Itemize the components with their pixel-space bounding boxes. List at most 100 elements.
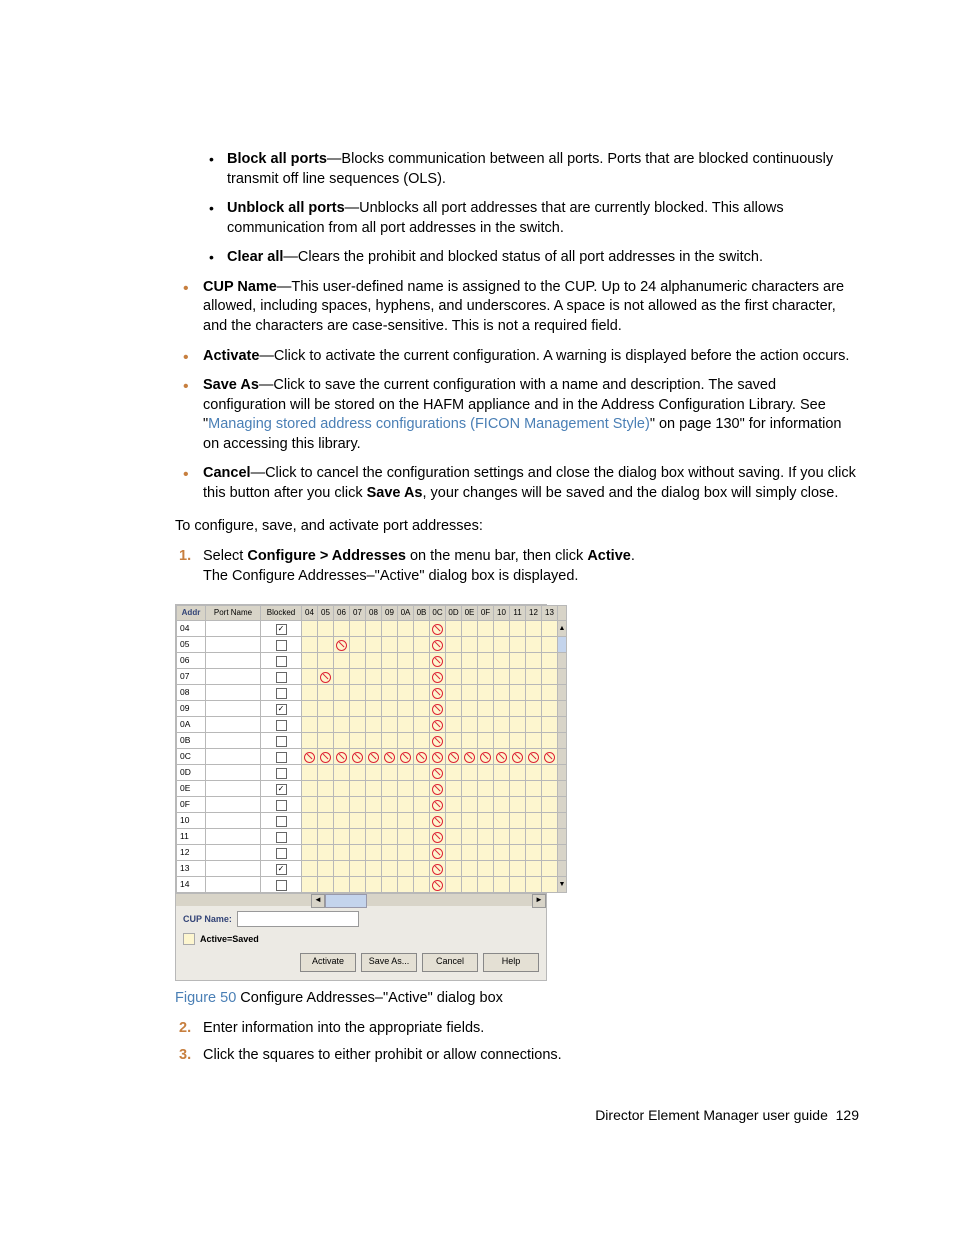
port-cell[interactable] (542, 685, 558, 701)
port-cell[interactable] (510, 637, 526, 653)
port-cell[interactable] (462, 781, 478, 797)
port-cell[interactable] (382, 637, 398, 653)
port-cell[interactable] (366, 861, 382, 877)
port-cell[interactable] (542, 669, 558, 685)
port-cell[interactable] (526, 813, 542, 829)
port-cell[interactable] (446, 861, 462, 877)
port-cell[interactable] (318, 685, 334, 701)
port-cell[interactable] (526, 749, 542, 765)
port-cell[interactable] (510, 877, 526, 893)
port-cell[interactable] (382, 685, 398, 701)
port-cell[interactable] (398, 717, 414, 733)
port-cell[interactable] (542, 813, 558, 829)
port-cell[interactable] (462, 701, 478, 717)
port-cell[interactable] (494, 701, 510, 717)
port-cell[interactable] (398, 861, 414, 877)
blocked-cell[interactable] (261, 733, 302, 749)
port-name-cell[interactable] (206, 877, 261, 893)
port-cell[interactable] (446, 637, 462, 653)
port-cell[interactable] (334, 829, 350, 845)
port-cell[interactable] (398, 701, 414, 717)
port-cell[interactable] (446, 749, 462, 765)
port-cell[interactable] (350, 621, 366, 637)
port-cell[interactable] (478, 733, 494, 749)
port-cell[interactable] (302, 765, 318, 781)
col-port[interactable]: 12 (526, 606, 542, 621)
port-cell[interactable] (446, 813, 462, 829)
port-cell[interactable] (334, 845, 350, 861)
port-cell[interactable] (510, 717, 526, 733)
vscroll-cell[interactable] (558, 733, 567, 749)
port-cell[interactable] (542, 749, 558, 765)
blocked-cell[interactable] (261, 797, 302, 813)
port-cell[interactable] (462, 877, 478, 893)
port-name-cell[interactable] (206, 653, 261, 669)
port-cell[interactable] (318, 829, 334, 845)
port-cell[interactable] (350, 717, 366, 733)
port-cell[interactable] (382, 797, 398, 813)
checkbox-icon[interactable] (276, 848, 287, 859)
port-cell[interactable] (494, 797, 510, 813)
port-cell[interactable] (366, 877, 382, 893)
port-cell[interactable] (398, 653, 414, 669)
checkbox-icon[interactable]: ✓ (276, 784, 287, 795)
port-cell[interactable] (526, 765, 542, 781)
port-cell[interactable] (350, 861, 366, 877)
blocked-cell[interactable]: ✓ (261, 621, 302, 637)
port-cell[interactable] (494, 765, 510, 781)
port-cell[interactable] (542, 621, 558, 637)
port-cell[interactable] (398, 877, 414, 893)
checkbox-icon[interactable] (276, 720, 287, 731)
port-cell[interactable] (510, 669, 526, 685)
save-as-button[interactable]: Save As... (361, 953, 417, 972)
port-cell[interactable] (542, 765, 558, 781)
port-cell[interactable] (350, 749, 366, 765)
port-cell[interactable] (302, 669, 318, 685)
port-cell[interactable] (542, 717, 558, 733)
port-cell[interactable] (430, 845, 446, 861)
col-addr[interactable]: Addr (177, 606, 206, 621)
port-cell[interactable] (478, 637, 494, 653)
port-cell[interactable] (398, 797, 414, 813)
port-cell[interactable] (446, 669, 462, 685)
port-cell[interactable] (542, 637, 558, 653)
port-cell[interactable] (350, 669, 366, 685)
port-cell[interactable] (526, 621, 542, 637)
checkbox-icon[interactable] (276, 800, 287, 811)
col-port[interactable]: 05 (318, 606, 334, 621)
port-cell[interactable] (302, 717, 318, 733)
port-cell[interactable] (494, 653, 510, 669)
port-cell[interactable] (526, 701, 542, 717)
port-cell[interactable] (462, 797, 478, 813)
port-cell[interactable] (510, 781, 526, 797)
port-cell[interactable] (446, 829, 462, 845)
port-cell[interactable] (318, 861, 334, 877)
port-cell[interactable] (382, 733, 398, 749)
port-cell[interactable] (414, 861, 430, 877)
port-cell[interactable] (478, 797, 494, 813)
port-cell[interactable] (462, 813, 478, 829)
port-cell[interactable] (334, 685, 350, 701)
port-cell[interactable] (478, 685, 494, 701)
port-cell[interactable] (414, 717, 430, 733)
port-cell[interactable] (318, 813, 334, 829)
port-cell[interactable] (334, 717, 350, 733)
port-cell[interactable] (414, 653, 430, 669)
port-cell[interactable] (334, 621, 350, 637)
port-cell[interactable] (318, 701, 334, 717)
col-port[interactable]: 0C (430, 606, 446, 621)
port-cell[interactable] (302, 781, 318, 797)
port-cell[interactable] (542, 701, 558, 717)
port-cell[interactable] (318, 797, 334, 813)
blocked-cell[interactable] (261, 877, 302, 893)
port-cell[interactable] (334, 653, 350, 669)
vscroll-cell[interactable]: ▲ (558, 621, 567, 637)
port-cell[interactable] (414, 781, 430, 797)
port-cell[interactable] (526, 653, 542, 669)
port-cell[interactable] (478, 653, 494, 669)
port-cell[interactable] (430, 813, 446, 829)
port-cell[interactable] (414, 829, 430, 845)
port-cell[interactable] (430, 637, 446, 653)
port-cell[interactable] (382, 877, 398, 893)
activate-button[interactable]: Activate (300, 953, 356, 972)
